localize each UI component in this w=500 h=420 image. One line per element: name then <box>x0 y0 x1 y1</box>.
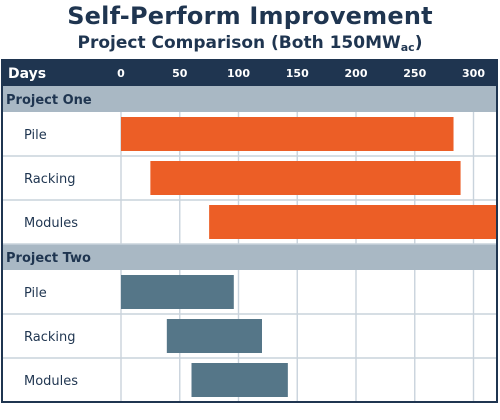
x-tick-label: 300 <box>462 67 485 80</box>
x-tick-label: 100 <box>227 67 250 80</box>
group-header-bar <box>2 86 497 112</box>
task-label: Modules <box>24 374 78 389</box>
task-label: Pile <box>24 286 47 301</box>
group-label: Project One <box>6 93 92 108</box>
x-tick-label: 50 <box>172 67 188 80</box>
x-tick-label: 250 <box>403 67 426 80</box>
bar-project-one-pile <box>121 117 454 151</box>
group-header-bar <box>2 244 497 270</box>
task-label: Racking <box>24 330 76 345</box>
chart-subtitle: Project Comparison (Both 150MWac) <box>77 33 423 54</box>
chart-title: Self-Perform Improvement <box>67 2 433 30</box>
x-tick-label: 150 <box>286 67 309 80</box>
chart-frame <box>1 59 498 403</box>
bar-project-one-modules <box>209 205 497 239</box>
bar-project-two-modules <box>191 363 288 397</box>
task-label: Racking <box>24 172 76 187</box>
axis-header-label: Days <box>8 66 46 82</box>
subtitle-subscript: ac <box>400 41 415 54</box>
bar-project-two-racking <box>166 319 262 353</box>
bar-project-one-racking <box>150 161 461 195</box>
task-label: Modules <box>24 216 78 231</box>
axis-header-bar <box>2 60 497 86</box>
x-tick-label: 200 <box>345 67 368 80</box>
group-label: Project Two <box>6 251 91 266</box>
x-tick-label: 0 <box>117 67 125 80</box>
task-label: Pile <box>24 128 47 143</box>
bar-project-two-pile <box>121 275 234 309</box>
